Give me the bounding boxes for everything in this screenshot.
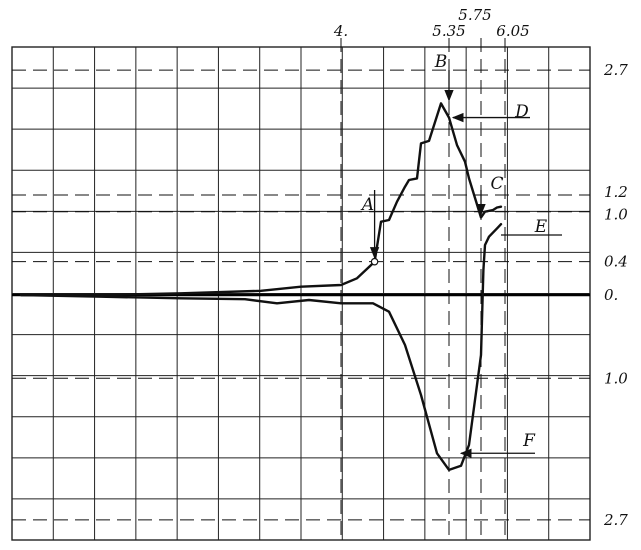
x-tick-label: 4.	[333, 22, 348, 40]
x-tick-label: 5.35	[432, 22, 465, 40]
x-tick-label: 5.75	[458, 6, 491, 24]
curves	[19, 102, 503, 472]
grid	[11, 46, 591, 541]
label-b: B	[434, 52, 448, 72]
reference-lines	[12, 38, 590, 540]
lower-curve	[19, 222, 503, 472]
point-labels: A B C D E F	[360, 52, 548, 451]
y-tick-label: 0.4	[604, 253, 628, 271]
y-tick-label: 2.7	[603, 511, 628, 529]
label-c: C	[490, 174, 503, 194]
tick-labels: 4. 5.355.75 6.05 2.7 1.2 1.0 0.4 0. 1.0 2.7	[333, 6, 628, 529]
marker-point-a	[370, 257, 379, 266]
label-e: E	[534, 217, 548, 237]
upper-curve	[19, 102, 503, 297]
label-d: D	[514, 102, 529, 122]
y-tick-label: 1.0	[604, 206, 628, 224]
x-tick-label: 6.05	[496, 22, 529, 40]
y-tick-label: 2.7	[603, 61, 628, 79]
pointer-arrows	[369, 70, 562, 458]
y-tick-label: 0.	[604, 286, 618, 304]
y-tick-label: 1.2	[604, 183, 628, 201]
label-a: A	[360, 195, 374, 215]
y-tick-label: 1.0	[604, 369, 628, 387]
label-f: F	[522, 431, 536, 451]
